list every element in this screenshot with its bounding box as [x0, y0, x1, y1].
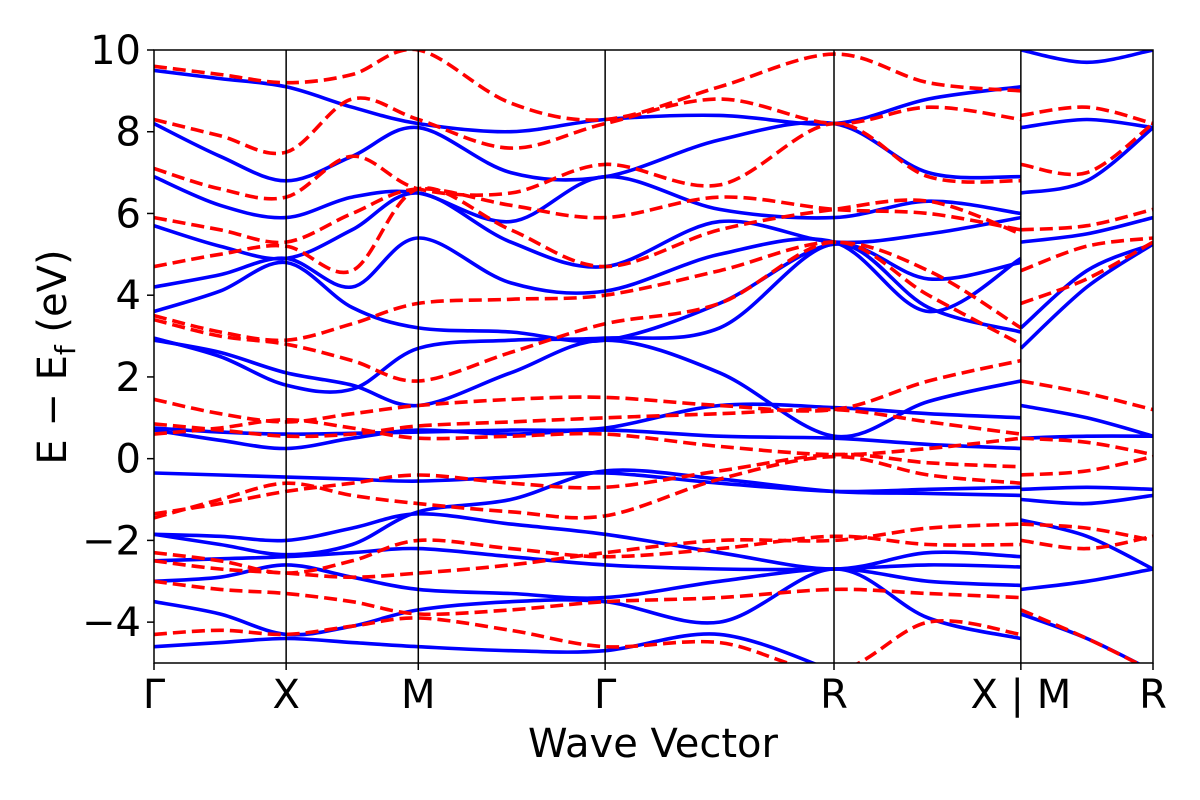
solid-band-16: [154, 68, 1022, 134]
y-tick-label-3: 2: [116, 355, 141, 401]
dashed-band-31: [154, 407, 1022, 439]
x-tick-label-5: X | M: [970, 672, 1071, 718]
y-tick-label-7: 10: [90, 28, 141, 74]
solid-band-1: [154, 428, 1021, 451]
dashed-band-51: [1020, 608, 1141, 663]
y-axis-title-main: E − E: [30, 355, 76, 465]
x-tick-label-4: R: [820, 672, 848, 718]
dashed-band-54: [1020, 207, 1153, 232]
y-tick-label-6: 8: [116, 110, 141, 156]
y-axis-title-sub: f: [49, 344, 82, 355]
x-tick-label-6: R: [1139, 672, 1167, 718]
solid-band-18: [1020, 493, 1153, 506]
solid-band-10: [154, 242, 1022, 394]
dashed-band-38: [154, 616, 1022, 663]
solid-band-29: [1020, 50, 1153, 65]
x-axis-title: Wave Vector: [528, 721, 779, 767]
solid-band-23: [1020, 403, 1153, 438]
solid-band-9: [154, 338, 1022, 439]
x-tick-label-3: Γ: [594, 672, 617, 718]
high-symmetry-lines: [285, 50, 1022, 663]
x-axis-ticks: Γ X M Γ R X | M R: [143, 663, 1167, 718]
y-axis-title-unit: (eV): [30, 249, 76, 345]
dashed-band-36: [154, 522, 1021, 580]
dashed-band-39: [154, 240, 1022, 383]
y-tick-label-2: 0: [116, 437, 141, 483]
solid-band-3: [154, 468, 1021, 557]
dashed-band-37: [154, 579, 1021, 617]
solid-band-7: [154, 567, 1022, 641]
solid-band-24: [1019, 242, 1153, 350]
y-axis-title: E − Ef (eV): [30, 249, 82, 464]
y-tick-label-5: 6: [116, 191, 141, 237]
solid-band-28: [1020, 117, 1153, 130]
x-tick-label-0: Γ: [143, 672, 166, 718]
dashed-band-44: [154, 96, 1022, 156]
x-tick-label-1: X: [272, 672, 299, 718]
dashed-band-56: [1020, 105, 1153, 126]
solid-band-8: [154, 632, 818, 663]
solid-band-6: [154, 563, 1021, 600]
dashed-band-50: [1020, 534, 1153, 551]
dashed-band-46: [1020, 379, 1153, 412]
y-axis-ticks: −4 −2 0 2 4 6 8 10: [82, 28, 154, 646]
x-tick-label-2: M: [401, 672, 436, 718]
solid-band-21: [1020, 612, 1141, 663]
dashed-band-47: [1020, 436, 1153, 457]
solid-band-20: [1020, 567, 1153, 592]
solid-band-25: [1019, 242, 1153, 330]
dashed-band-43: [154, 121, 1021, 201]
dashed-band-42: [154, 187, 1022, 245]
dashed-band-49: [1020, 522, 1153, 543]
solid-band-5: [154, 546, 1021, 572]
solid-band-22: [1020, 434, 1153, 440]
plot-frame: [153, 49, 1154, 664]
band-lines: [154, 50, 1153, 663]
dashed-band-32: [154, 417, 1022, 457]
solid-band-4: [154, 511, 1021, 571]
dashed-band-55: [1020, 122, 1153, 177]
y-tick-label-0: −4: [82, 600, 141, 646]
solid-band-13: [154, 191, 1022, 269]
dashed-band-34: [154, 454, 1022, 520]
dashed-band-45: [154, 50, 1022, 122]
dashed-band-33: [154, 452, 1021, 516]
dashed-band-53: [1020, 236, 1153, 273]
y-tick-label-1: −2: [82, 518, 141, 564]
solid-band-19: [1020, 518, 1153, 571]
solid-band-27: [1020, 126, 1153, 195]
dashed-band-48: [1020, 454, 1153, 477]
solid-band-26: [1020, 215, 1153, 244]
y-tick-label-4: 4: [116, 273, 141, 319]
dashed-band-40: [154, 240, 1022, 343]
solid-band-17: [1020, 485, 1153, 492]
solid-band-14: [154, 174, 1022, 224]
dashed-band-41: [154, 186, 1022, 275]
